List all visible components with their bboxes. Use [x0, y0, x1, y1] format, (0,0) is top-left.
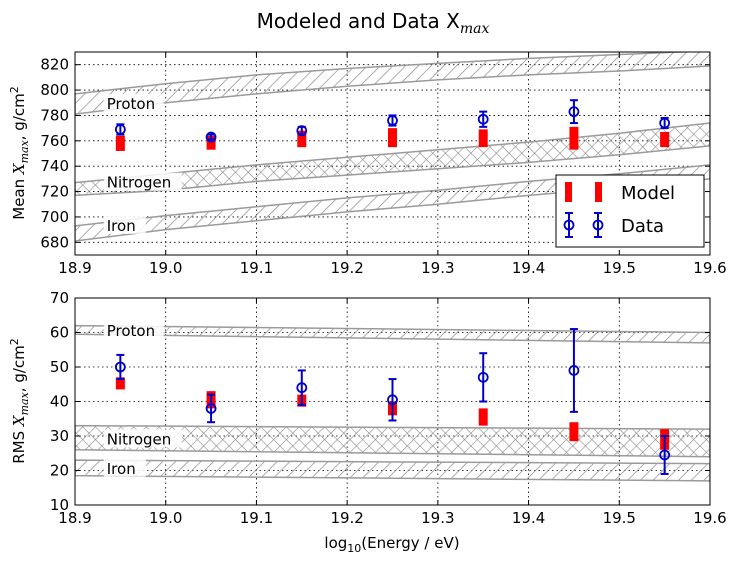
x-tick-label: 19.2: [330, 509, 363, 527]
x-tick-label: 18.9: [58, 509, 91, 527]
x-tick-label: 19.0: [149, 509, 182, 527]
bands-top: [75, 52, 710, 242]
data-point: [296, 125, 308, 137]
x-tick-label: 19.3: [421, 509, 454, 527]
legend-model-marker-left: [565, 182, 572, 202]
model-bar: [388, 128, 397, 148]
proton-band: [75, 324, 710, 344]
iron-band: [75, 459, 710, 482]
data-point: [387, 394, 398, 406]
model-bar: [478, 129, 488, 148]
y-tick-label: 720: [40, 183, 69, 201]
model-bar: [660, 131, 670, 148]
band-label-nitrogen: Nitrogen: [107, 430, 172, 448]
band-label-nitrogen: Nitrogen: [107, 174, 172, 192]
band-label-proton: Proton: [107, 322, 155, 340]
nitrogen-band: [75, 424, 710, 458]
x-tick-label: 19.4: [512, 509, 545, 527]
legend-data-label: Data: [621, 216, 664, 237]
chart-title: Modeled and Data Xmax: [257, 9, 490, 37]
band-label-bg: [103, 320, 164, 339]
data-point: [568, 365, 580, 376]
data-point: [114, 361, 126, 373]
data-point: [205, 131, 217, 143]
band-label-bg: [103, 172, 182, 191]
marks-top: [114, 99, 671, 151]
band-label-bg: [103, 429, 182, 448]
x-tick-label: 19.4: [512, 259, 545, 277]
legend-data-point-left: [563, 219, 575, 231]
ticks-bottom: 18.9 19.0 19.1 19.2 19.3 19.4 19.5 19.6 10 20 30 40…: [50, 289, 727, 527]
band-label-bg: [103, 94, 164, 113]
y-tick-label: 10: [50, 496, 69, 514]
legend-model-marker-right: [595, 182, 602, 202]
y-tick-label: 820: [40, 56, 69, 74]
y-tick-label: 800: [40, 81, 69, 99]
data-point: [387, 115, 398, 126]
model-bar: [115, 377, 125, 390]
y-tick-label: 40: [50, 393, 69, 411]
nitrogen-band: [75, 122, 710, 197]
ticks-top: 18.9 19.0 19.1 19.2 19.3 19.4 19.5 19.6 680 700 72…: [40, 52, 727, 277]
band-labels-bottom: Proton Nitrogen Iron: [103, 320, 182, 478]
y-tick-label: 70: [50, 289, 69, 307]
plot-frame-top: [74, 51, 711, 256]
x-tick-label: 19.2: [330, 259, 363, 277]
y-tick-label: 680: [40, 233, 69, 251]
y-tick-label: 50: [50, 358, 69, 376]
x-tick-label: 19.3: [421, 259, 454, 277]
x-tick-label: 19.0: [149, 259, 182, 277]
y-tick-label: 760: [40, 132, 69, 150]
marks-bottom: [114, 328, 671, 475]
x-tick-label: 19.5: [603, 259, 636, 277]
proton-band: [75, 52, 710, 115]
y-tick-label: 700: [40, 208, 69, 226]
legend: Model Data: [555, 174, 705, 248]
model-bar: [115, 135, 125, 151]
data-point: [205, 402, 217, 414]
y-tick-label: 20: [50, 462, 69, 480]
legend-model-label: Model: [621, 183, 675, 204]
model-bar: [569, 422, 579, 442]
x-tick-label: 19.6: [693, 509, 726, 527]
x-tick-label: 18.9: [58, 259, 91, 277]
y-tick-label: 30: [50, 427, 69, 445]
data-point: [477, 113, 489, 125]
model-bar: [478, 408, 488, 426]
band-labels-top: Proton Nitrogen Iron: [103, 94, 182, 235]
data-point: [114, 123, 126, 135]
iron-band: [75, 164, 710, 242]
model-bar: [297, 130, 307, 148]
model-bar: [206, 135, 216, 150]
data-point: [296, 382, 308, 394]
data-point: [659, 117, 671, 129]
y-tick-label: 740: [40, 157, 69, 175]
y-tick-label: 780: [40, 106, 69, 124]
band-label-iron: Iron: [107, 460, 136, 478]
legend-box: [555, 174, 705, 248]
x-tick-label: 19.1: [240, 259, 273, 277]
bands-bottom: [75, 324, 710, 482]
y-tick-label: 60: [50, 324, 69, 342]
x-tick-label: 19.1: [240, 509, 273, 527]
band-label-bg: [103, 215, 146, 234]
data-point: [659, 449, 671, 461]
data-point: [568, 106, 580, 118]
model-bar: [569, 126, 579, 150]
legend-data-point-right: [592, 219, 604, 231]
x-axis-label: log10(Energy / eV): [324, 534, 459, 555]
x-tick-label: 19.5: [603, 509, 636, 527]
data-point: [477, 371, 489, 383]
x-tick-label: 19.6: [693, 259, 726, 277]
y-axis-label-bottom: RMS Xmax, g/cm2: [8, 338, 31, 464]
y-axis-label-top: Mean Xmax, g/cm2: [8, 86, 31, 220]
band-label-iron: Iron: [107, 217, 136, 235]
band-label-bg: [103, 458, 146, 477]
band-label-proton: Proton: [107, 95, 155, 113]
